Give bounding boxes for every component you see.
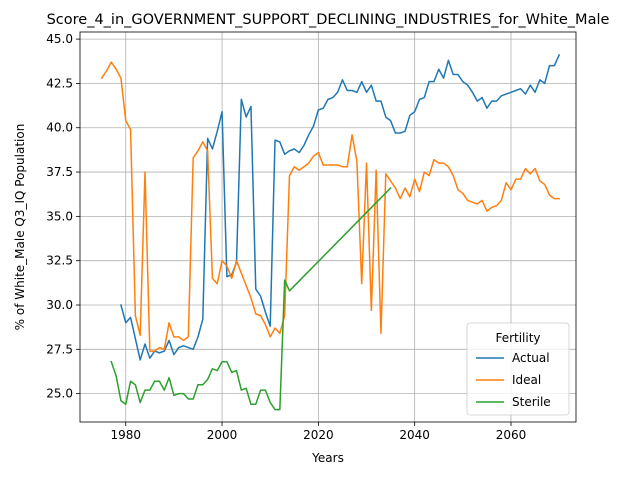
y-tick-label: 27.5	[46, 342, 73, 356]
x-tick-label: 2000	[207, 428, 238, 442]
x-tick-label: 2060	[496, 428, 527, 442]
series-layer	[100, 54, 561, 411]
y-tick-label: 32.5	[46, 254, 73, 268]
legend-label-ideal: Ideal	[512, 373, 541, 387]
series-line-actual	[120, 54, 561, 361]
y-tick-label: 45.0	[46, 32, 73, 46]
y-tick-label: 40.0	[46, 121, 73, 135]
y-tick-label: 37.5	[46, 165, 73, 179]
x-tick-label: 2020	[303, 428, 334, 442]
y-tick-label: 35.0	[46, 209, 73, 223]
legend-label-sterile: Sterile	[512, 395, 551, 409]
legend: Fertility Actual Ideal Sterile	[466, 322, 570, 416]
legend-title: Fertility	[495, 331, 540, 345]
series-line-sterile	[110, 186, 392, 411]
x-axis-title: Years	[311, 451, 344, 465]
x-axis: 1980 2000 2020 2040 2060	[110, 422, 526, 442]
legend-box	[466, 322, 570, 416]
legend-label-actual: Actual	[512, 351, 550, 365]
x-tick-label: 2040	[399, 428, 430, 442]
series-line-ideal	[100, 61, 560, 352]
y-axis-title: % of White_Male Q3_IQ Population	[13, 124, 27, 331]
grid	[80, 32, 576, 422]
plot-frame	[79, 31, 577, 423]
y-tick-label: 25.0	[46, 387, 73, 401]
chart-title: Score_4_in_GOVERNMENT_SUPPORT_DECLINING_…	[47, 12, 610, 28]
y-tick-label: 42.5	[46, 76, 73, 90]
x-tick-label: 1980	[110, 428, 141, 442]
y-tick-label: 30.0	[46, 298, 73, 312]
y-axis: 25.0 27.5 30.0 32.5 35.0 37.5 40.0 42.5 45.0	[46, 32, 80, 401]
